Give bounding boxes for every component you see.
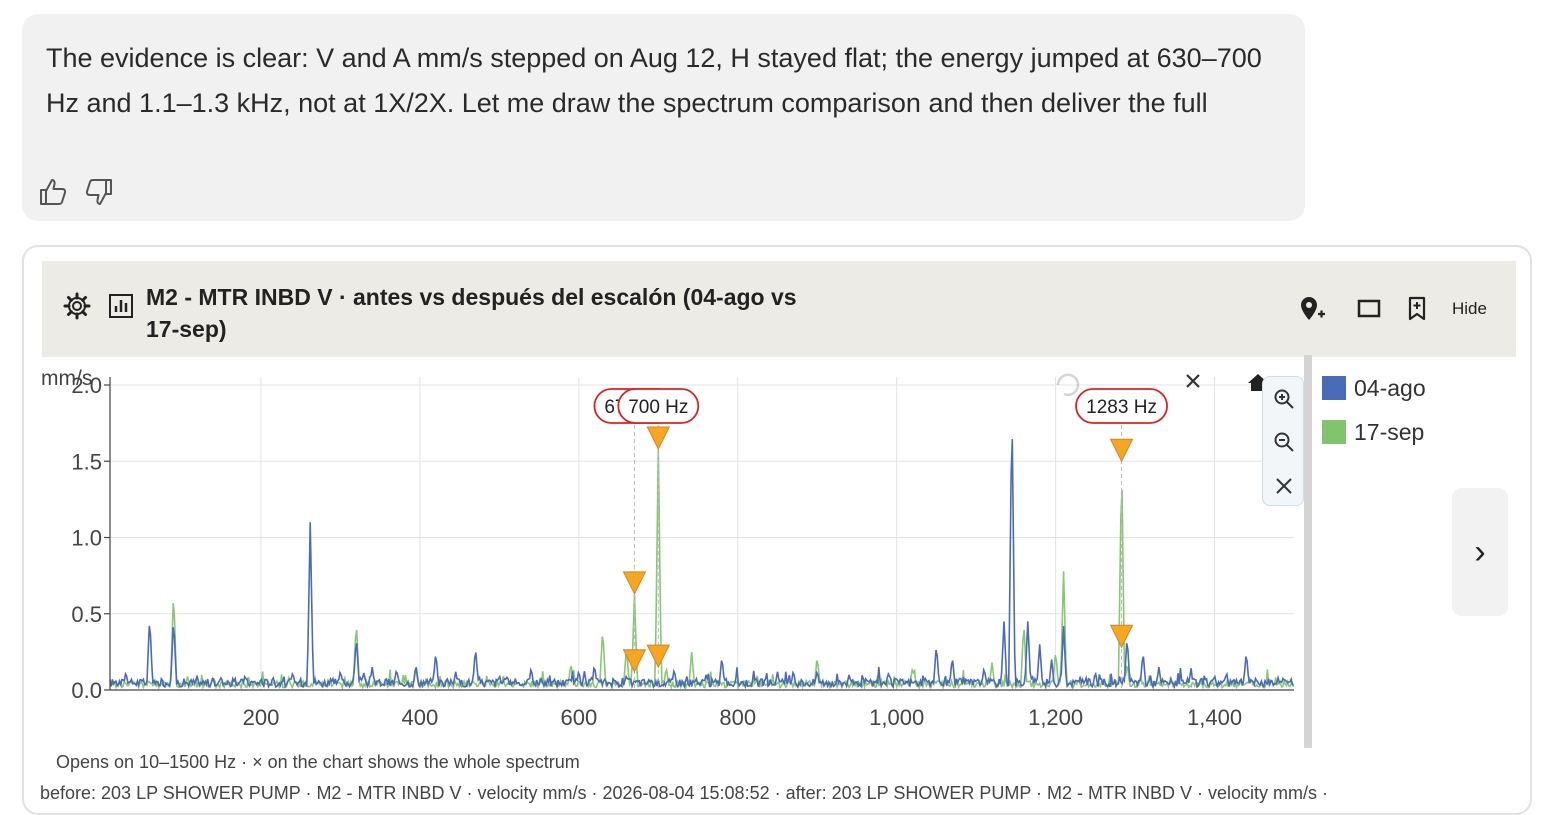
x-tick-label: 400 xyxy=(402,705,439,730)
bar-chart-icon[interactable] xyxy=(106,291,136,321)
hide-button[interactable]: Hide xyxy=(1452,299,1487,318)
assistant-message: The evidence is clear: V and A mm/s step… xyxy=(22,14,1305,221)
y-tick-label: 0.5 xyxy=(71,602,102,627)
zoom-out-icon[interactable] xyxy=(1272,430,1296,454)
message-text: The evidence is clear: V and A mm/s step… xyxy=(46,43,1262,118)
series-line-04-ago xyxy=(109,439,1294,690)
marker-triangle xyxy=(646,644,671,669)
x-tick-label: 1,400 xyxy=(1187,705,1242,730)
chart-legend: 04-ago 17-sep xyxy=(1322,366,1426,454)
legend-label: 04-ago xyxy=(1354,374,1426,401)
chart-title: M2 - MTR INBD V · antes vs después del e… xyxy=(146,284,797,342)
window-icon[interactable] xyxy=(1354,293,1384,323)
chart-series xyxy=(109,439,1295,691)
marker-triangle xyxy=(622,571,647,596)
x-tick-label: 1,000 xyxy=(869,705,924,730)
legend-item-04-ago[interactable]: 04-ago xyxy=(1322,366,1426,410)
bookmark-plus-icon[interactable] xyxy=(1402,293,1432,323)
y-tick-label: 0.0 xyxy=(71,678,102,703)
marker-label: 700 Hz xyxy=(628,397,688,418)
map-pin-plus-icon[interactable] xyxy=(1296,293,1326,323)
chart-card: M2 - MTR INBD V · antes vs después del e… xyxy=(22,245,1532,815)
x-tick-label: 800 xyxy=(719,705,756,730)
marker-triangle xyxy=(622,649,647,673)
y-tick-label: 1.0 xyxy=(71,526,102,551)
marker-label: 1283 Hz xyxy=(1086,397,1157,418)
next-chart-button[interactable]: › xyxy=(1452,488,1508,616)
series-line-17-sep xyxy=(109,448,1295,691)
legend-swatch xyxy=(1322,420,1346,444)
undo-icon[interactable] xyxy=(1056,373,1080,397)
y-tick-label: 1.5 xyxy=(71,449,102,474)
thumbs-down-icon[interactable] xyxy=(82,176,114,208)
chart-meta: before: 203 LP SHOWER PUMP · M2 - MTR IN… xyxy=(40,783,1329,803)
zoom-in-icon[interactable] xyxy=(1272,387,1296,411)
gear-icon[interactable] xyxy=(62,291,92,321)
close-icon[interactable] xyxy=(1186,374,1200,388)
y-axis-label: mm/s xyxy=(41,367,92,390)
legend-label: 17-sep xyxy=(1354,418,1425,445)
chart-note: Opens on 10–1500 Hz · × on the chart sho… xyxy=(56,752,580,772)
feedback-bar xyxy=(38,176,114,208)
reset-zoom-icon[interactable] xyxy=(1272,474,1296,498)
chart-axes: 200 400 600 800 1,000 1,200 1,400 0.0 0.5 1.0 1.5 2… xyxy=(71,373,1294,730)
chart-card-header: M2 - MTR INBD V · antes vs después del e… xyxy=(42,261,1516,357)
chart-scrollbar[interactable] xyxy=(1304,355,1312,748)
marker-triangle xyxy=(646,426,671,451)
legend-swatch xyxy=(1322,376,1346,400)
x-tick-label: 200 xyxy=(243,705,280,730)
x-tick-label: 600 xyxy=(560,705,597,730)
marker-label-box xyxy=(1075,388,1168,424)
thumbs-up-icon[interactable] xyxy=(38,176,70,208)
legend-item-17-sep[interactable]: 17-sep xyxy=(1322,410,1426,454)
marker-label-box xyxy=(617,388,700,424)
zoom-controls xyxy=(1262,376,1304,506)
chart-grid xyxy=(110,377,1294,691)
marker-triangle xyxy=(1109,438,1134,463)
y-tick-label: 2.0 xyxy=(71,373,102,398)
x-tick-label: 1,200 xyxy=(1028,705,1083,730)
marker-triangle xyxy=(1109,624,1134,649)
